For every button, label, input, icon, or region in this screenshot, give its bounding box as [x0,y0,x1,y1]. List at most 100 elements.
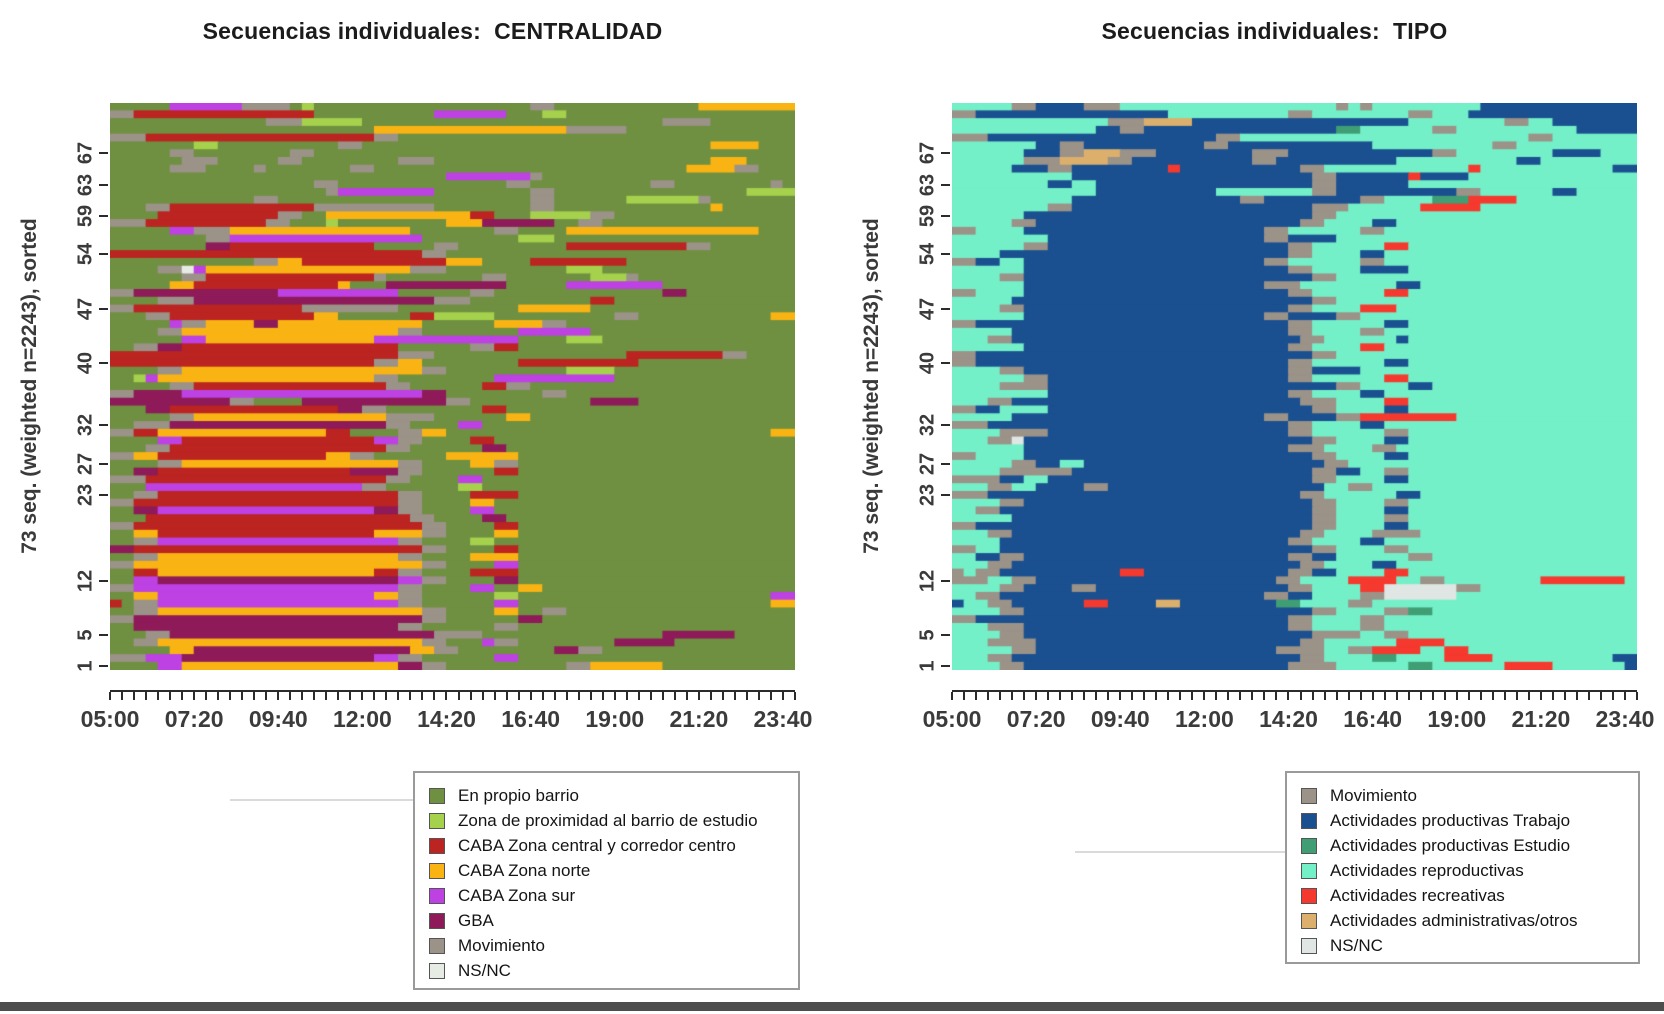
y-tick-mark [99,307,108,310]
x-minor-tick [1479,692,1482,700]
y-tick-label: 40 [74,352,97,375]
legend-swatch [429,787,445,804]
legend-item: Actividades recreativas [1301,883,1632,908]
x-minor-tick [481,692,484,700]
x-minor-tick [1227,692,1230,700]
x-minor-tick [1179,692,1182,700]
x-minor-tick [469,692,472,700]
x-minor-tick [1191,692,1194,700]
legend-swatch [1301,862,1317,879]
chart-title-centralidad: Secuencias individuales: CENTRALIDAD [202,18,663,44]
x-tick-label: 05:00 [922,706,982,732]
x-tick-label: 21:20 [1511,706,1571,732]
x-minor-tick [685,692,688,700]
x-minor-tick [1575,692,1578,700]
x-axis-labels-centralidad: 05:00 07:20 09:40 12:00 14:20 16:40 19:00 21:20… [81,706,813,736]
x-minor-tick [963,692,966,700]
y-tick-mark [99,463,108,466]
y-tick-label: 23 [916,484,939,507]
x-minor-tick [1359,692,1362,700]
x-tick-label: 23:40 [753,706,813,732]
x-minor-tick [1515,692,1518,700]
y-tick-mark [941,634,950,637]
y-tick-label: 12 [74,569,97,592]
legend-tipo: Movimiento Actividades productivas Trabaj… [1285,771,1640,964]
y-tick-mark [941,579,950,582]
x-minor-tick [241,692,244,700]
legend-swatch [1301,812,1317,829]
x-minor-tick [1467,692,1470,700]
x-minor-tick [1107,692,1110,700]
x-minor-tick [589,692,592,700]
x-minor-tick [769,692,772,700]
x-minor-tick [1636,692,1638,700]
x-minor-tick [951,692,953,700]
x-minor-tick [181,692,184,700]
x-minor-tick [145,692,148,700]
x-minor-tick [577,692,580,700]
x-minor-tick [1047,692,1050,700]
x-minor-tick [505,692,508,700]
x-tick-label: 14:20 [1259,706,1318,732]
legend-item: Movimiento [429,933,792,958]
x-tick-label: 14:20 [417,706,476,732]
panel-centralidad: Secuencias individuales: CENTRALIDAD 73 … [0,0,822,1014]
x-minor-tick [253,692,256,700]
legend-swatch [429,937,445,954]
legend-item: Zona de proximidad al barrio de estudio [429,808,792,833]
y-tick-mark [99,424,108,427]
x-minor-tick [109,692,111,700]
y-tick-label: 63 [74,173,97,196]
x-minor-tick [1299,692,1302,700]
legend-label: Actividades administrativas/otros [1330,910,1578,930]
x-minor-tick [975,692,978,700]
x-minor-tick [517,692,520,700]
y-tick-label: 5 [916,629,939,641]
x-minor-tick [337,692,340,700]
x-tick-label: 05:00 [80,706,140,732]
x-minor-tick [649,692,652,700]
x-minor-tick [1251,692,1254,700]
y-axis-title-tipo: 73 seq. (weighted n=2243), sorted [860,218,883,554]
y-tick-mark [99,183,108,186]
y-axis-title-centralidad: 73 seq. (weighted n=2243), sorted [18,218,41,554]
x-minor-tick [289,692,292,700]
legend-swatch [429,962,445,979]
x-minor-tick [193,692,196,700]
x-minor-tick [169,692,172,700]
sequence-index-plot-tipo [952,103,1637,670]
x-tick-label: 07:20 [164,706,224,732]
y-tick-mark [941,183,950,186]
x-minor-tick [265,692,268,700]
x-minor-tick [433,692,436,700]
x-minor-tick [1143,692,1146,700]
y-tick-label: 63 [916,173,939,196]
x-minor-tick [493,692,496,700]
legend-label: Movimiento [1330,785,1417,805]
stray-line-left [230,799,413,801]
x-minor-tick [1599,692,1602,700]
y-tick-mark [99,494,108,497]
x-minor-tick [1563,692,1566,700]
legend-label: Movimiento [458,935,545,955]
y-tick-label: 23 [74,484,97,507]
x-minor-tick [733,692,736,700]
legend-label: Actividades reproductivas [1330,860,1524,880]
y-tick-mark [941,307,950,310]
legend-label: NS/NC [1330,935,1383,955]
x-minor-tick [361,692,364,700]
x-minor-tick [541,692,544,700]
x-minor-tick [1155,692,1158,700]
x-minor-tick [745,692,748,700]
x-tick-label: 12:00 [1174,706,1234,732]
legend-label: Actividades productivas Estudio [1330,835,1571,855]
x-minor-tick [1431,692,1434,700]
x-tick-label: 12:00 [332,706,392,732]
x-minor-tick [1131,692,1134,700]
legend-swatch [429,862,445,879]
y-tick-label: 1 [74,660,97,672]
x-tick-label: 16:40 [1343,706,1403,732]
x-axis-ruler-centralidad [109,690,796,701]
legend-swatch [429,837,445,854]
panel-tipo: Secuencias individuales: TIPO 73 seq. (w… [842,0,1664,1014]
